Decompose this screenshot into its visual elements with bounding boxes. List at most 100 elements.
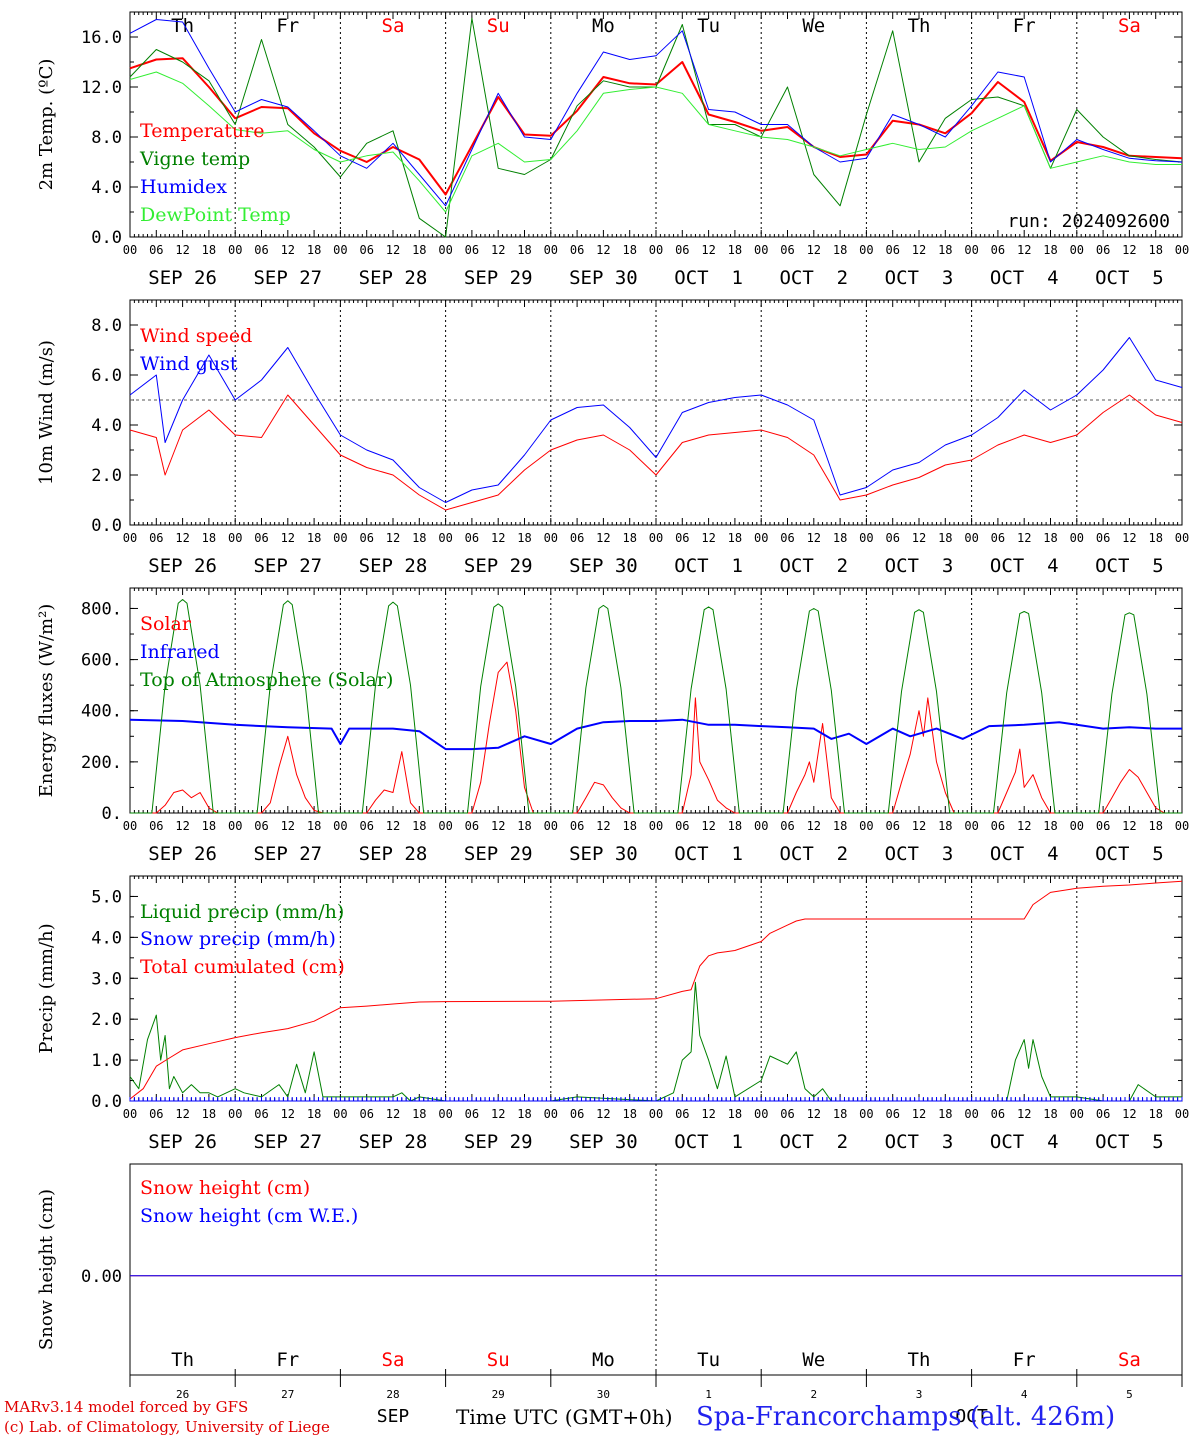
time-axis-title: Time UTC (GMT+0h) — [456, 1405, 673, 1429]
hour-tick-label: 00 — [859, 531, 873, 545]
y-tick-label: 6.0 — [91, 366, 122, 386]
legend-entry: Wind speed — [140, 325, 252, 347]
hour-tick-label: 00 — [123, 1107, 137, 1121]
hour-tick-label: 06 — [780, 243, 794, 257]
run-label: run: 2024092600 — [1007, 211, 1170, 232]
hour-tick-label: 00 — [438, 243, 452, 257]
legend-entry: Vigne temp — [139, 148, 250, 170]
hour-tick-label: 00 — [544, 243, 558, 257]
day-number: 1 — [705, 1388, 712, 1401]
hour-tick-label: 18 — [1148, 1107, 1162, 1121]
weekday-label: Fr — [276, 1349, 299, 1371]
weekday-label: Sa — [1118, 15, 1141, 37]
weekday-label: Th — [171, 15, 194, 37]
hour-tick-label: 18 — [728, 1107, 742, 1121]
hour-tick-label: 06 — [780, 1107, 794, 1121]
hour-tick-label: 06 — [885, 1107, 899, 1121]
series-line — [129, 880, 1183, 1100]
hour-tick-label: 18 — [412, 1107, 426, 1121]
hour-tick-label: 00 — [1175, 819, 1189, 833]
date-label: SEP 30 — [569, 843, 638, 865]
hour-tick-label: 00 — [123, 819, 137, 833]
date-label: SEP 29 — [464, 843, 533, 865]
hour-tick-label: 06 — [359, 819, 373, 833]
hour-tick-label: 06 — [991, 1107, 1005, 1121]
hour-tick-label: 06 — [780, 819, 794, 833]
weekday-label: Su — [487, 15, 510, 37]
hour-tick-label: 00 — [1070, 531, 1084, 545]
chart-panel-2: 00 06 12 18 00 06 12 18 00 06 12 18 00 06 12 18 00 06 12 18… — [36, 299, 1189, 577]
hour-tick-label: 06 — [675, 1107, 689, 1121]
date-label: OCT 4 — [990, 843, 1059, 865]
date-label: SEP 28 — [359, 267, 428, 289]
hour-tick-label: 18 — [202, 243, 216, 257]
date-label: OCT 2 — [779, 843, 848, 865]
hour-tick-label: 00 — [333, 819, 347, 833]
weekday-label: Mo — [592, 1349, 615, 1371]
legend-entry: Wind gust — [140, 353, 238, 375]
hour-tick-label: 18 — [202, 819, 216, 833]
hour-tick-label: 12 — [1122, 531, 1136, 545]
hour-tick-label: 06 — [991, 243, 1005, 257]
date-label: SEP 26 — [148, 1131, 217, 1153]
hour-tick-label: 06 — [675, 243, 689, 257]
hour-tick-label: 18 — [833, 1107, 847, 1121]
hour-tick-label: 18 — [938, 243, 952, 257]
hour-tick-label: 12 — [807, 1107, 821, 1121]
hour-tick-label: 00 — [438, 1107, 452, 1121]
weekday-label: Mo — [592, 15, 615, 37]
chart-panel-4: 00 06 12 18 00 06 12 18 00 06 12 18 00 06 12 18 00 06 12 18… — [36, 875, 1189, 1153]
hour-tick-label: 12 — [912, 531, 926, 545]
hour-tick-label: 06 — [465, 1107, 479, 1121]
hour-tick-label: 00 — [964, 819, 978, 833]
date-label: OCT 5 — [1095, 1131, 1164, 1153]
hour-tick-label: 06 — [254, 819, 268, 833]
day-number: 3 — [916, 1388, 923, 1401]
hour-tick-label: 12 — [491, 531, 505, 545]
hour-tick-label: 18 — [307, 819, 321, 833]
hour-tick-label: 00 — [1070, 1107, 1084, 1121]
day-number: 29 — [492, 1388, 505, 1401]
hour-tick-label: 12 — [596, 819, 610, 833]
hour-tick-label: 12 — [701, 1107, 715, 1121]
hour-tick-label: 12 — [491, 243, 505, 257]
hour-tick-label: 18 — [412, 819, 426, 833]
hour-tick-label: 18 — [938, 1107, 952, 1121]
hour-tick-label: 06 — [885, 243, 899, 257]
legend-entry: Infrared — [140, 641, 220, 663]
hour-tick-label: 18 — [202, 531, 216, 545]
hour-tick-label: 00 — [964, 1107, 978, 1121]
y-tick-label: 4.0 — [91, 178, 122, 198]
hour-tick-label: 18 — [728, 819, 742, 833]
model-credit: MARv3.14 model forced by GFS — [4, 1398, 249, 1416]
date-label: OCT 2 — [779, 555, 848, 577]
date-label: SEP 27 — [253, 843, 322, 865]
y-tick-label: 5.0 — [91, 887, 122, 907]
y-axis-label: 10m Wind (m/s) — [36, 340, 57, 485]
hour-tick-label: 06 — [570, 819, 584, 833]
weekday-label: Th — [171, 1349, 194, 1371]
y-tick-label: 4.0 — [91, 416, 122, 436]
hour-tick-label: 06 — [359, 1107, 373, 1121]
lab-credit: (c) Lab. of Climatology, University of L… — [4, 1418, 330, 1436]
hour-tick-label: 18 — [833, 819, 847, 833]
y-tick-label: 600. — [81, 651, 122, 671]
hour-tick-label: 18 — [517, 531, 531, 545]
y-tick-label: 3.0 — [91, 969, 122, 989]
hour-tick-label: 00 — [754, 243, 768, 257]
series-line — [129, 57, 1183, 196]
y-tick-label: 12.0 — [81, 78, 122, 98]
month-label: OCT — [955, 1406, 988, 1427]
weekday-label: Su — [487, 1349, 510, 1371]
hour-tick-label: 12 — [386, 243, 400, 257]
hour-tick-label: 12 — [912, 819, 926, 833]
y-tick-label: 16.0 — [81, 28, 122, 48]
hour-tick-label: 12 — [701, 819, 715, 833]
legend-entry: Total cumulated (cm) — [140, 956, 345, 978]
hour-tick-label: 18 — [307, 1107, 321, 1121]
date-label: OCT 5 — [1095, 555, 1164, 577]
hour-tick-label: 06 — [991, 531, 1005, 545]
hour-tick-label: 00 — [544, 1107, 558, 1121]
hour-tick-label: 06 — [254, 1107, 268, 1121]
